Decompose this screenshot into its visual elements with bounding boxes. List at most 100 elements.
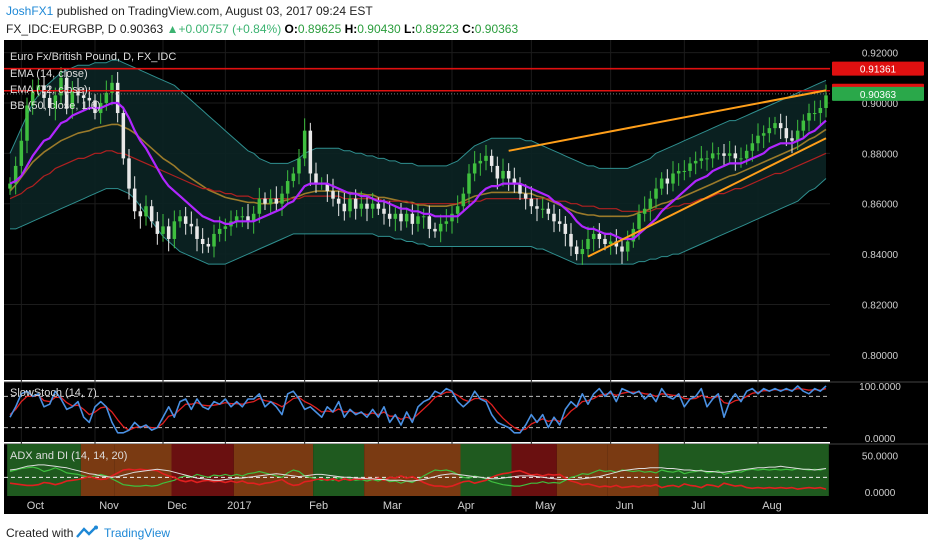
candle-body (42, 85, 46, 98)
time-tick-label: Oct (27, 500, 44, 512)
candle-body (620, 246, 624, 252)
candle-body (365, 203, 369, 209)
candle-body (291, 173, 296, 182)
candle-body (331, 191, 335, 199)
stoch-k-line (9, 385, 827, 434)
candle-body (172, 221, 177, 239)
adx-trend-background (313, 444, 365, 496)
candle-body (297, 158, 301, 174)
candle-body (614, 241, 619, 247)
adx-tick-label: 0.0000 (865, 488, 896, 499)
candle-body (750, 143, 755, 151)
tradingview-brand[interactable]: TradingView (104, 526, 171, 540)
price-label-text: 0.90363 (860, 90, 897, 101)
candle-body (308, 130, 313, 174)
adx-tick-label: 50.0000 (862, 451, 899, 462)
candle-body (773, 123, 777, 129)
price-tick-label: 0.80000 (862, 351, 899, 362)
candle-body (393, 213, 398, 219)
candle-body (659, 178, 664, 189)
candle-body (433, 228, 437, 232)
adx-trend-background (171, 444, 234, 496)
candle-body (314, 173, 318, 184)
candle-body (223, 226, 228, 229)
di-minus-line (9, 468, 827, 490)
candle-body (370, 203, 375, 209)
high-label: H: (344, 22, 358, 36)
price-label-text: 0.91361 (860, 65, 897, 76)
candle-body (693, 160, 698, 164)
candle-body (161, 226, 165, 234)
candle-body (59, 77, 63, 96)
candle-body (489, 155, 494, 166)
adx-label: ADX and DI (14, 14, 20) (10, 450, 127, 462)
candle-body (25, 105, 29, 141)
candle-body (631, 228, 636, 242)
candle-body (353, 198, 358, 209)
candle-body (603, 238, 607, 244)
candle-body (506, 170, 511, 179)
price-tick-label: 0.88000 (862, 149, 899, 160)
candle-body (376, 203, 381, 209)
stoch-pane (4, 382, 830, 442)
price-tick-label: 0.86000 (862, 200, 899, 211)
candle-body (546, 208, 551, 214)
candle-body (178, 216, 182, 222)
candle-body (795, 130, 800, 141)
candle-body (8, 183, 12, 189)
candle-body (801, 120, 806, 131)
time-axis (4, 496, 928, 514)
candle-body (13, 165, 18, 184)
candle-body (36, 85, 41, 91)
candle-body (246, 216, 250, 222)
candle-body (104, 92, 109, 103)
candle-body (81, 95, 86, 98)
candle-body (484, 155, 488, 161)
chart-header: JoshFX1 published on TradingView.com, Au… (0, 0, 932, 40)
created-with-text: Created with (6, 526, 74, 540)
adx-trend-background (460, 444, 512, 496)
open-label: O: (284, 22, 298, 36)
candle-body (705, 158, 709, 160)
stoch-label: SlowStoch (14, 7) (10, 387, 97, 399)
candle-body (722, 153, 726, 156)
low-label: L: (404, 22, 416, 36)
price-chart[interactable]: 0.92000 0.90000 0.88000 0.86000 0.84000 0.820… (4, 40, 928, 514)
author-link[interactable]: JoshFX1 (6, 4, 54, 18)
candle-body (591, 233, 596, 239)
candle-body (586, 238, 590, 250)
candle-body (756, 135, 760, 144)
bollinger-upper-line (9, 59, 827, 169)
time-tick-label: Feb (309, 500, 328, 512)
candle-body (285, 181, 290, 194)
candle-body (240, 216, 245, 218)
candle-body (127, 158, 131, 189)
candle-body (625, 241, 630, 252)
candle-body (421, 216, 426, 218)
candle-body (682, 170, 687, 172)
price-change: +0.00757 (+0.84%) (178, 22, 282, 36)
candle-body (608, 241, 613, 244)
price-label-tag (832, 61, 924, 76)
adx-trend-background (511, 444, 557, 496)
candle-body (467, 173, 471, 194)
candle-body (824, 95, 828, 108)
candle-body (149, 206, 154, 222)
candle-body (234, 216, 239, 222)
stoch-tick-label: 100.0000 (859, 382, 901, 393)
candle-body (359, 203, 364, 209)
candle-body (665, 178, 670, 184)
up-arrow-icon: ▲ (166, 22, 179, 36)
candle-body (450, 213, 454, 222)
high-value: 0.90430 (357, 22, 401, 36)
candle-body (784, 128, 789, 139)
candle-body (251, 213, 256, 222)
symbol-label: FX_IDC:EURGBP, D (6, 22, 117, 36)
candle-body (455, 206, 460, 214)
candle-body (790, 138, 794, 141)
close-label: C: (462, 22, 475, 36)
low-value: 0.89223 (415, 22, 459, 36)
candle-body (438, 223, 443, 232)
candle-body (144, 206, 148, 217)
candle-body (552, 213, 556, 222)
